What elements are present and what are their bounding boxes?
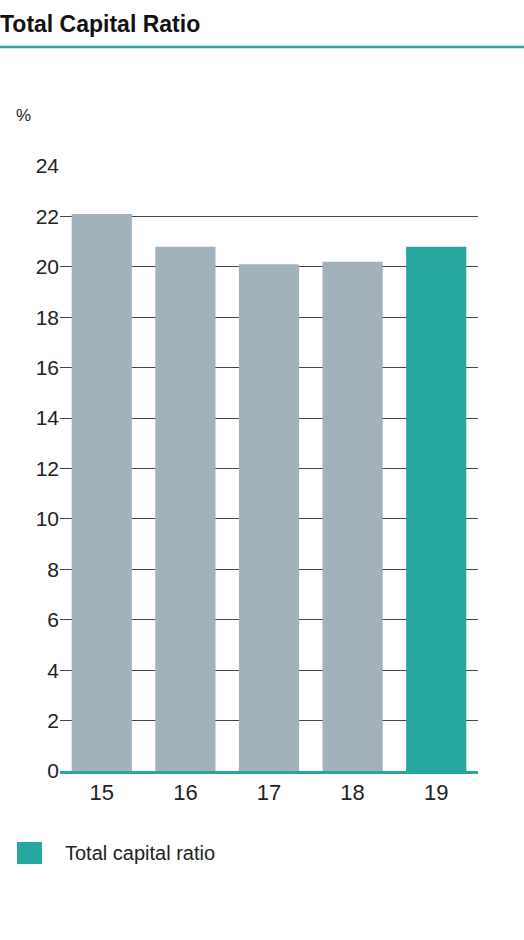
svg-text:14: 14 [36, 406, 60, 429]
svg-text:16: 16 [36, 356, 59, 379]
svg-text:2: 2 [47, 709, 59, 732]
svg-text:15: 15 [90, 780, 114, 805]
svg-text:Total Capital Ratio: Total Capital Ratio [0, 11, 200, 37]
svg-text:22: 22 [36, 205, 59, 228]
svg-text:18: 18 [36, 306, 59, 329]
svg-text:18: 18 [340, 780, 364, 805]
svg-text:8: 8 [47, 558, 59, 581]
svg-text:16: 16 [173, 780, 197, 805]
svg-text:4: 4 [47, 659, 59, 682]
svg-text:17: 17 [257, 780, 281, 805]
svg-text:20: 20 [36, 255, 59, 278]
svg-text:24: 24 [36, 154, 60, 177]
svg-text:10: 10 [36, 507, 59, 530]
svg-text:Total capital ratio: Total capital ratio [65, 842, 215, 864]
svg-text:12: 12 [36, 457, 59, 480]
svg-text:6: 6 [47, 608, 59, 631]
svg-text:19: 19 [424, 780, 448, 805]
svg-text:%: % [16, 106, 31, 125]
svg-text:0: 0 [47, 759, 59, 782]
